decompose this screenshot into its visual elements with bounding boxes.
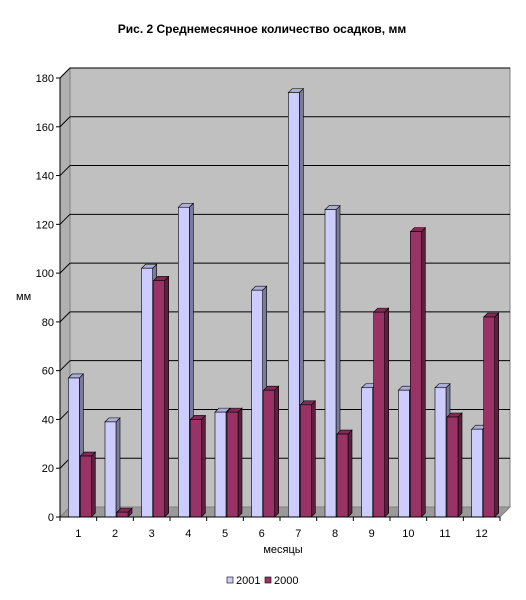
bar-side bbox=[201, 414, 206, 518]
bar-front bbox=[214, 411, 227, 518]
bar-side bbox=[457, 412, 463, 518]
x-tick-label: 2 bbox=[112, 528, 118, 540]
bar-front bbox=[361, 387, 373, 518]
bar-side bbox=[164, 275, 169, 518]
bar-front bbox=[336, 433, 349, 518]
x-tick-label: 9 bbox=[369, 528, 375, 540]
bar bbox=[152, 275, 170, 518]
x-tick-label: 10 bbox=[402, 528, 414, 540]
gridline-side bbox=[59, 262, 71, 274]
x-tick-labels: 1 2 3 4 5 6 7 8 9 10 11 12 bbox=[75, 528, 488, 540]
bar bbox=[372, 307, 390, 518]
bar bbox=[299, 400, 317, 518]
x-axis-label: месяцы bbox=[263, 544, 302, 556]
x-tick-label: 8 bbox=[332, 528, 338, 540]
bar-side bbox=[384, 307, 389, 518]
bar-front bbox=[471, 428, 483, 518]
y-tick-label: 120 bbox=[36, 219, 54, 231]
bar-front bbox=[288, 92, 300, 518]
bar-side bbox=[311, 400, 316, 518]
bar-front bbox=[300, 404, 312, 518]
x-tick-label: 7 bbox=[295, 528, 301, 540]
x-tick-label: 3 bbox=[149, 528, 155, 540]
bar bbox=[79, 451, 97, 518]
bar bbox=[409, 226, 427, 518]
x-tick-label: 11 bbox=[439, 528, 450, 540]
bar bbox=[262, 385, 280, 518]
gridline-side bbox=[59, 311, 71, 323]
bar-front bbox=[153, 280, 165, 518]
bar bbox=[482, 312, 500, 518]
bar-front bbox=[251, 289, 263, 518]
bar bbox=[226, 407, 243, 518]
bar-side bbox=[347, 429, 353, 518]
x-tick-label: 12 bbox=[476, 528, 488, 540]
bar-front bbox=[190, 419, 202, 518]
bar-side bbox=[494, 312, 499, 518]
bar-side bbox=[91, 451, 96, 518]
gridline-side bbox=[59, 360, 71, 372]
y-tick-labels: 0 20 40 60 80 100 120 140 160 180 bbox=[36, 73, 54, 524]
legend-swatch bbox=[226, 576, 234, 584]
bar-side bbox=[115, 417, 121, 518]
y-tick-label: 0 bbox=[48, 512, 54, 524]
bar-front bbox=[116, 511, 129, 518]
bar-front bbox=[263, 389, 275, 518]
bar-front bbox=[80, 455, 92, 518]
x-tick-label: 1 bbox=[75, 528, 81, 540]
y-tick-label: 20 bbox=[42, 463, 54, 475]
bar bbox=[336, 429, 353, 518]
y-tick-label: 40 bbox=[42, 414, 54, 426]
bar bbox=[446, 412, 463, 518]
gridline-side bbox=[59, 116, 71, 128]
legend-label: 2001 bbox=[236, 575, 260, 587]
bars bbox=[67, 87, 500, 518]
bar-front bbox=[373, 311, 385, 518]
bar-front bbox=[178, 206, 190, 518]
bar-front bbox=[68, 377, 80, 518]
bar bbox=[189, 414, 207, 518]
bar bbox=[116, 507, 133, 518]
y-tick-label: 180 bbox=[36, 73, 54, 85]
x-tick-label: 5 bbox=[222, 528, 228, 540]
bar-front bbox=[410, 231, 422, 518]
y-tick-label: 160 bbox=[36, 122, 54, 134]
bar-side bbox=[421, 226, 426, 518]
bar bbox=[104, 417, 121, 518]
x-tick-label: 6 bbox=[259, 528, 265, 540]
chart-title: Рис. 2 Среднемесячное количество осадков… bbox=[118, 22, 407, 36]
x-tick-label: 4 bbox=[185, 528, 191, 540]
bar-front bbox=[434, 387, 447, 518]
bar-side bbox=[237, 407, 243, 518]
bar-front bbox=[483, 316, 495, 518]
y-tick-label: 100 bbox=[36, 268, 54, 280]
legend-swatch bbox=[264, 576, 272, 584]
gridline-side bbox=[59, 67, 71, 79]
bar-front bbox=[104, 421, 117, 518]
legend: 2001 2000 bbox=[226, 575, 298, 587]
bar-front bbox=[141, 267, 153, 518]
y-axis-label: мм bbox=[16, 291, 31, 303]
bar-front bbox=[446, 416, 459, 518]
y-tick-label: 140 bbox=[36, 171, 54, 183]
bar-front bbox=[398, 389, 410, 518]
legend-label: 2000 bbox=[274, 575, 298, 587]
bar-front bbox=[324, 209, 337, 518]
axes bbox=[59, 78, 501, 521]
y-tick-label: 60 bbox=[42, 366, 54, 378]
gridline-side bbox=[59, 213, 71, 225]
y-tick-label: 80 bbox=[42, 317, 54, 329]
bar-side bbox=[274, 385, 279, 518]
gridline-side bbox=[59, 165, 71, 176]
bar-front bbox=[226, 411, 239, 518]
